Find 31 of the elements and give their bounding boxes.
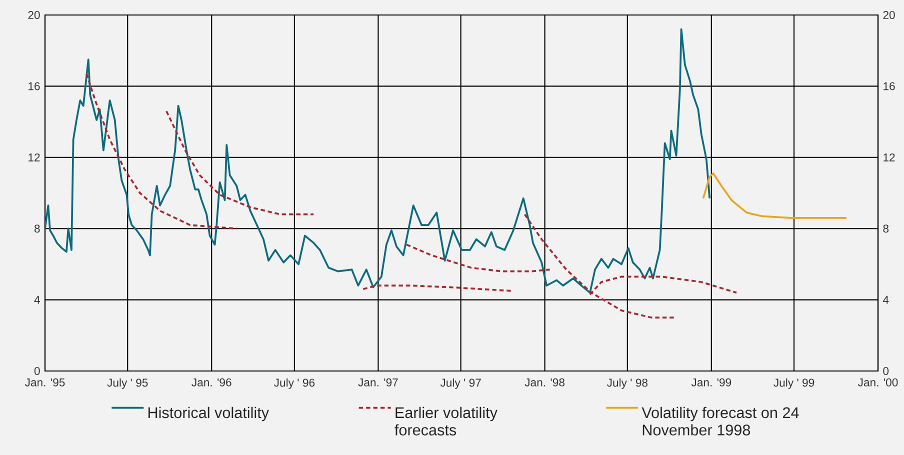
legend-label: Earlier volatility forecasts (394, 406, 498, 436)
y-tick-label: 20 (28, 11, 40, 20)
x-tick-label: Jan. '99 (691, 378, 732, 386)
legend-label: Historical volatility (148, 406, 270, 422)
x-tick-label: July ' 99 (774, 378, 814, 389)
x-tick-label: July ' 96 (274, 378, 315, 389)
y2-tick-label: 8 (883, 224, 889, 233)
x-tick-label: July ' 95 (107, 378, 148, 389)
line-series (165, 110, 314, 216)
line-series (406, 244, 551, 272)
x-tick-label: Jan. '98 (524, 378, 564, 386)
x-tick-label: July ' 98 (606, 378, 648, 389)
y2-tick-label: 16 (884, 82, 895, 90)
x-tick-label: Jan. '96 (192, 378, 232, 386)
y-tick-label: 8 (34, 224, 40, 233)
x-tick-label: July ' 97 (440, 378, 481, 389)
y2-tick-label: 4 (882, 296, 889, 304)
x-tick-label: Jan. '97 (358, 378, 398, 386)
y-tick-label: 4 (34, 296, 40, 304)
y2-tick-label: 12 (884, 153, 895, 162)
line-series (86, 72, 238, 230)
legend-label: Volatility forecast on 24 November 1998 (642, 406, 799, 436)
line-series (45, 28, 711, 294)
y-tick-label: 12 (28, 153, 40, 162)
y-tick-label: 0 (34, 367, 40, 376)
y2-tick-label: 20 (883, 11, 895, 20)
y-tick-label: 16 (28, 82, 40, 90)
x-tick-label: Jan. '00 (858, 378, 898, 386)
line-series (702, 172, 848, 219)
y2-tick-label: 0 (883, 366, 889, 376)
x-tick-label: Jan. '95 (24, 378, 65, 386)
